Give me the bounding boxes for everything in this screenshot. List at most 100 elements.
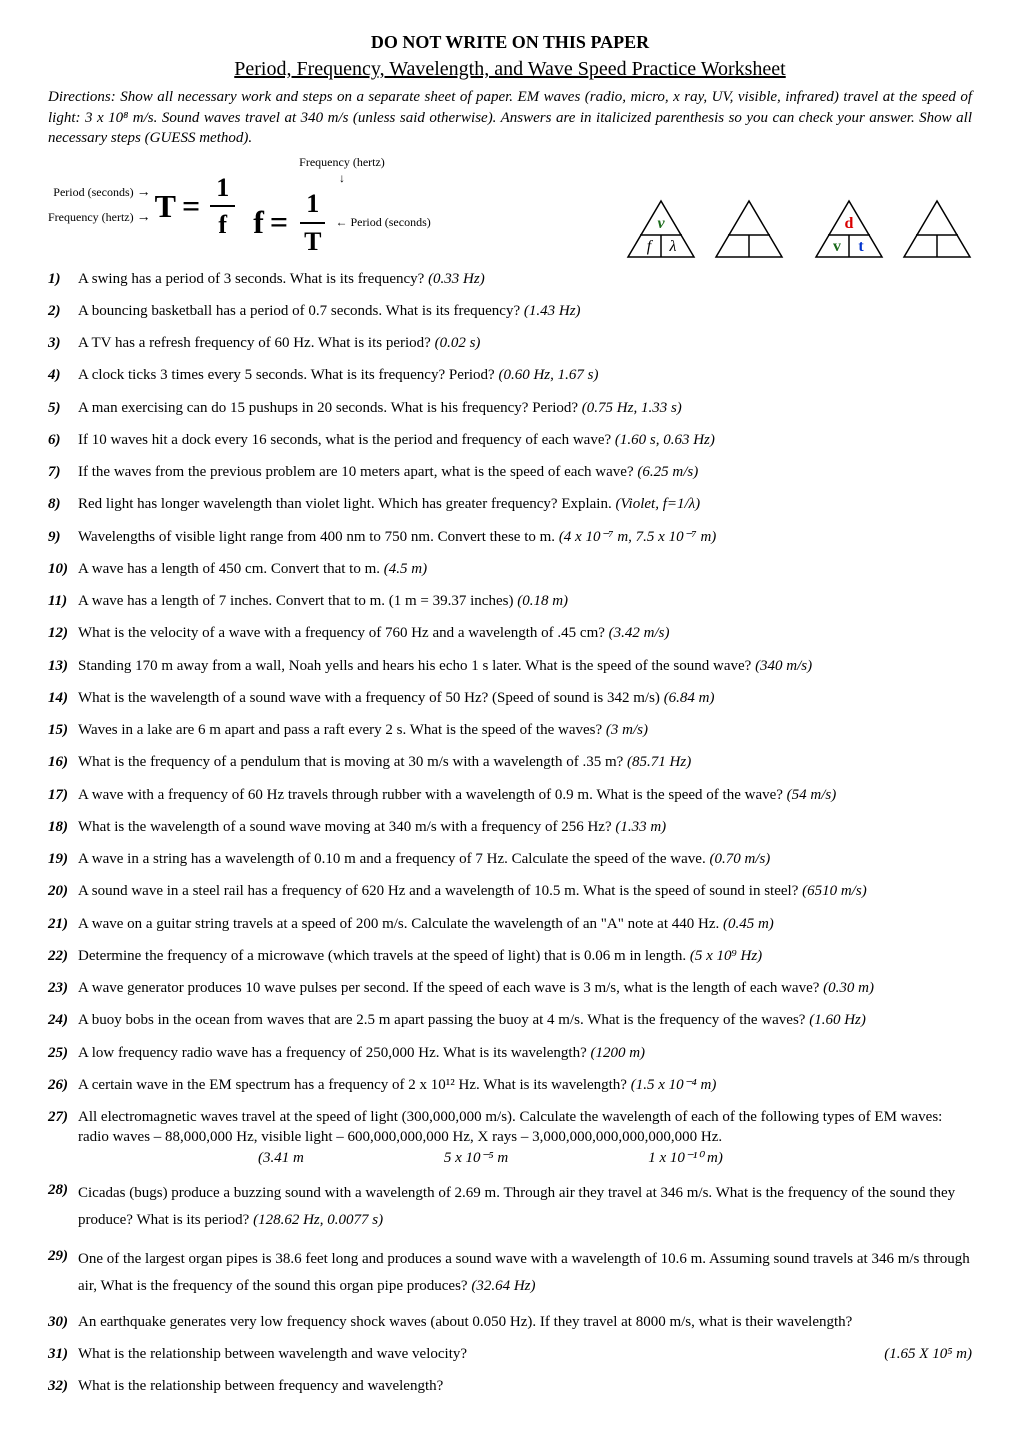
question-item: 27)All electromagnetic waves travel at t… — [48, 1107, 972, 1168]
question-item: 10)A wave has a length of 450 cm. Conver… — [48, 559, 972, 579]
question-number: 18) — [48, 817, 78, 837]
distance-speed-time-triangle-group: d v t — [814, 199, 972, 259]
svg-text:t: t — [858, 238, 864, 255]
question-number: 2) — [48, 301, 78, 321]
question-item: 13)Standing 170 m away from a wall, Noah… — [48, 656, 972, 676]
question-item: 5)A man exercising can do 15 pushups in … — [48, 398, 972, 418]
question-text: A TV has a refresh frequency of 60 Hz. W… — [78, 333, 972, 353]
do-not-write-header: DO NOT WRITE ON THIS PAPER — [48, 30, 972, 54]
question-number: 19) — [48, 849, 78, 869]
answer: (0.33 Hz) — [428, 271, 485, 287]
question-item: 19)A wave in a string has a wavelength o… — [48, 849, 972, 869]
question-text: What is the velocity of a wave with a fr… — [78, 623, 972, 643]
answer: (1.60 s, 0.63 Hz) — [615, 432, 715, 448]
question-item: 17)A wave with a frequency of 60 Hz trav… — [48, 785, 972, 805]
answer: (4.5 m) — [384, 561, 427, 577]
question-text: A man exercising can do 15 pushups in 20… — [78, 398, 972, 418]
question-text: A wave has a length of 7 inches. Convert… — [78, 591, 972, 611]
question-number: 6) — [48, 430, 78, 450]
question-text: An earthquake generates very low frequen… — [78, 1312, 972, 1332]
question-number: 13) — [48, 656, 78, 676]
question-text: A buoy bobs in the ocean from waves that… — [78, 1010, 972, 1030]
answer: (1.5 x 10⁻⁴ m) — [631, 1077, 717, 1093]
question-item: 2)A bouncing basketball has a period of … — [48, 301, 972, 321]
question-text: A wave with a frequency of 60 Hz travels… — [78, 785, 972, 805]
question-number: 4) — [48, 365, 78, 385]
question-item: 9)Wavelengths of visible light range fro… — [48, 527, 972, 547]
answer: (6510 m/s) — [802, 883, 867, 899]
question-item: 20)A sound wave in a steel rail has a fr… — [48, 881, 972, 901]
question-number: 23) — [48, 978, 78, 998]
directions-text: Directions: Show all necessary work and … — [48, 87, 972, 148]
q27-answers-row: (3.41 m5 x 10⁻⁵ m1 x 10⁻¹⁰ m) — [258, 1148, 972, 1168]
empty-triangle-1 — [714, 199, 784, 259]
question-text: Waves in a lake are 6 m apart and pass a… — [78, 720, 972, 740]
question-number: 5) — [48, 398, 78, 418]
question-number: 26) — [48, 1075, 78, 1095]
worksheet-title: Period, Frequency, Wavelength, and Wave … — [48, 56, 972, 83]
question-number: 11) — [48, 591, 78, 611]
answer: (4 x 10⁻⁷ m, 7.5 x 10⁻⁷ m) — [559, 529, 717, 545]
question-number: 27) — [48, 1107, 78, 1168]
question-item: 28)Cicadas (bugs) produce a buzzing soun… — [48, 1180, 972, 1234]
question-number: 21) — [48, 914, 78, 934]
question-item: 7)If the waves from the previous problem… — [48, 462, 972, 482]
question-text: A wave in a string has a wavelength of 0… — [78, 849, 972, 869]
question-text: A certain wave in the EM spectrum has a … — [78, 1075, 972, 1095]
period-right-label: ← Period (seconds) — [335, 214, 430, 230]
equals-1: = — [182, 185, 200, 228]
question-number: 29) — [48, 1246, 78, 1300]
answer: (0.60 Hz, 1.67 s) — [498, 367, 598, 383]
question-text: What is the wavelength of a sound wave m… — [78, 817, 972, 837]
question-item: 11)A wave has a length of 7 inches. Conv… — [48, 591, 972, 611]
question-text: A low frequency radio wave has a frequen… — [78, 1043, 972, 1063]
answer: (54 m/s) — [787, 787, 837, 803]
answer: 1 x 10⁻¹⁰ m) — [648, 1148, 723, 1168]
question-text: What is the relationship between frequen… — [78, 1376, 972, 1396]
questions-list: 1)A swing has a period of 3 seconds. Wha… — [48, 269, 972, 1397]
question-text: Cicadas (bugs) produce a buzzing sound w… — [78, 1180, 972, 1234]
question-item: 8)Red light has longer wavelength than v… — [48, 494, 972, 514]
question-item: 24)A buoy bobs in the ocean from waves t… — [48, 1010, 972, 1030]
question-number: 3) — [48, 333, 78, 353]
one-over-f: 1 f — [210, 170, 235, 242]
question-item: 3)A TV has a refresh frequency of 60 Hz.… — [48, 333, 972, 353]
question-number: 32) — [48, 1376, 78, 1396]
question-number: 16) — [48, 752, 78, 772]
answer: (85.71 Hz) — [627, 754, 691, 770]
answer: (Violet, f=1/λ) — [615, 496, 700, 512]
question-number: 24) — [48, 1010, 78, 1030]
question-number: 9) — [48, 527, 78, 547]
question-text: A sound wave in a steel rail has a frequ… — [78, 881, 972, 901]
question-text: Standing 170 m away from a wall, Noah ye… — [78, 656, 972, 676]
d-v-t-triangle: d v t — [814, 199, 884, 259]
answer: (3 m/s) — [606, 722, 648, 738]
question-number: 17) — [48, 785, 78, 805]
answer: (1.60 Hz) — [809, 1012, 866, 1028]
question-number: 8) — [48, 494, 78, 514]
svg-text:v: v — [657, 215, 665, 232]
question-item: 32)What is the relationship between freq… — [48, 1376, 972, 1396]
question-number: 15) — [48, 720, 78, 740]
question-text: Determine the frequency of a microwave (… — [78, 946, 972, 966]
diagrams-row: Period (seconds) → Frequency (hertz) → T… — [48, 154, 972, 259]
answer: (0.02 s) — [435, 335, 481, 351]
question-text: What is the wavelength of a sound wave w… — [78, 688, 972, 708]
answer: (6.84 m) — [664, 690, 715, 706]
question-item: 22)Determine the frequency of a microwav… — [48, 946, 972, 966]
question-text: A clock ticks 3 times every 5 seconds. W… — [78, 365, 972, 385]
svg-text:d: d — [845, 215, 854, 232]
answer: (340 m/s) — [755, 658, 812, 674]
answer: (0.75 Hz, 1.33 s) — [582, 400, 682, 416]
question-item: 6)If 10 waves hit a dock every 16 second… — [48, 430, 972, 450]
question-item: 26)A certain wave in the EM spectrum has… — [48, 1075, 972, 1095]
question-number: 22) — [48, 946, 78, 966]
question-item: 30)An earthquake generates very low freq… — [48, 1312, 972, 1332]
question-text: A wave generator produces 10 wave pulses… — [78, 978, 972, 998]
answer: 5 x 10⁻⁵ m — [444, 1148, 508, 1168]
question-text: A wave on a guitar string travels at a s… — [78, 914, 972, 934]
question-item: 16)What is the frequency of a pendulum t… — [48, 752, 972, 772]
answer: (6.25 m/s) — [637, 464, 698, 480]
question-number: 25) — [48, 1043, 78, 1063]
question-text: One of the largest organ pipes is 38.6 f… — [78, 1246, 972, 1300]
